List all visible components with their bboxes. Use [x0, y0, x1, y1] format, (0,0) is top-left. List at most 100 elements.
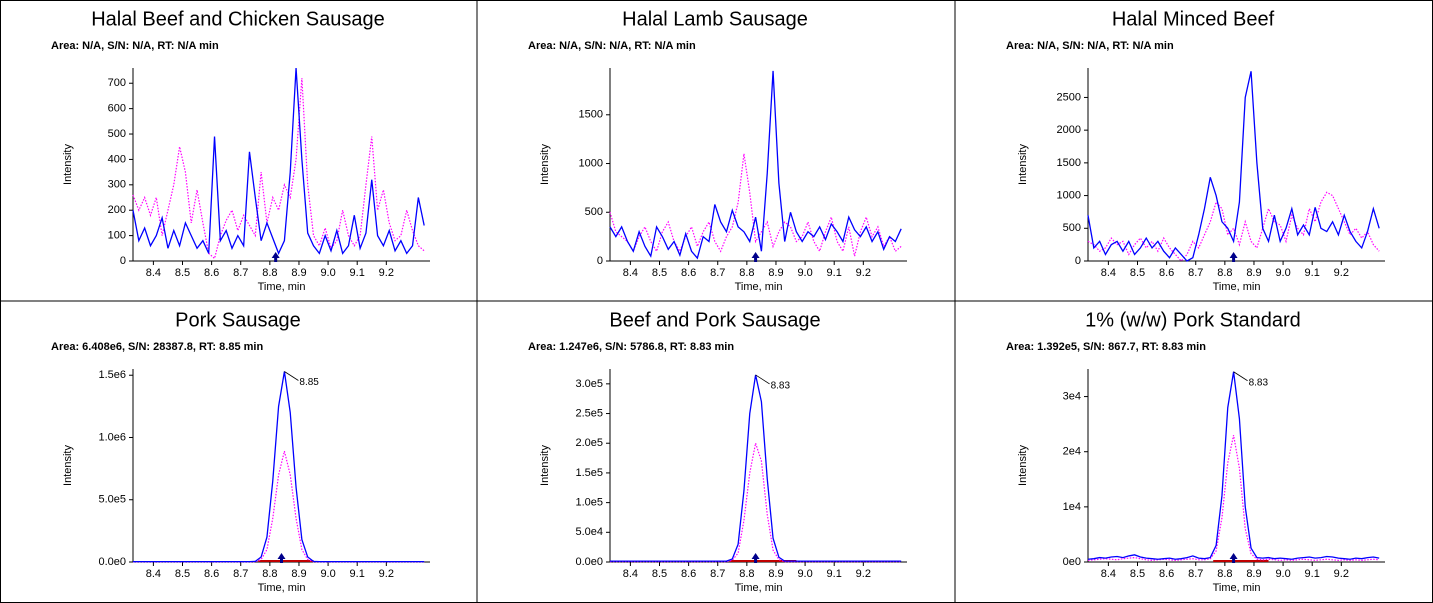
y-tick-label: 700	[108, 77, 126, 89]
x-tick-label: 8.4	[146, 568, 161, 580]
y-tick-label: 300	[108, 179, 126, 191]
x-tick-label: 8.7	[1188, 568, 1203, 580]
y-tick-label: 1e4	[1063, 501, 1081, 513]
series-line	[1087, 71, 1380, 262]
subtitle: Area: 6.408e6, S/N: 28387.8, RT: 8.85 mi…	[51, 341, 263, 353]
series-line	[132, 67, 425, 256]
y-tick-label: 3e4	[1063, 390, 1081, 402]
x-tick-label: 8.9	[291, 267, 306, 279]
y-tick-label: 0.0e0	[98, 556, 126, 568]
x-tick-label: 9.0	[320, 267, 335, 279]
y-tick-label: 2.5e5	[575, 407, 603, 419]
x-tick-label: 8.6	[204, 568, 219, 580]
x-tick-label: 8.8	[1217, 267, 1232, 279]
subtitle: Area: N/A, S/N: N/A, RT: N/A min	[51, 40, 219, 52]
x-tick-label: 8.4	[146, 267, 161, 279]
x-tick-label: 9.2	[379, 568, 394, 580]
x-tick-label: 8.6	[1159, 267, 1174, 279]
y-tick-label: 500	[1063, 222, 1081, 234]
y-tick-label: 1.5e5	[575, 467, 603, 479]
y-tick-label: 500	[585, 206, 603, 218]
x-tick-label: 8.6	[681, 267, 696, 279]
x-tick-label: 9.0	[1275, 267, 1290, 279]
x-tick-label: 8.7	[233, 568, 248, 580]
x-tick-label: 8.8	[262, 568, 277, 580]
x-axis-label: Time, min	[258, 582, 306, 594]
x-tick-label: 9.2	[1334, 568, 1349, 580]
x-tick-label: 8.5	[1130, 568, 1145, 580]
x-tick-label: 9.2	[856, 267, 871, 279]
x-tick-label: 8.7	[233, 267, 248, 279]
x-tick-label: 9.0	[797, 568, 812, 580]
subtitle: Area: 1.247e6, S/N: 5786.8, RT: 8.83 min	[528, 341, 734, 353]
annotation: 8.85	[299, 377, 319, 388]
annotation: 8.83	[771, 381, 791, 392]
y-axis-label: Intensity	[539, 445, 551, 486]
y-tick-label: 5.0e4	[575, 526, 603, 538]
x-tick-label: 8.8	[262, 267, 277, 279]
series-line	[1087, 191, 1380, 262]
x-axis-label: Time, min	[258, 281, 306, 293]
x-tick-label: 8.5	[175, 568, 190, 580]
x-tick-label: 9.2	[379, 267, 394, 279]
y-tick-label: 1.0e5	[575, 497, 603, 509]
subtitle: Area: N/A, S/N: N/A, RT: N/A min	[1006, 40, 1174, 52]
x-tick-label: 8.4	[1101, 568, 1116, 580]
x-tick-label: 9.0	[1275, 568, 1290, 580]
x-tick-label: 8.9	[1246, 267, 1261, 279]
series-line	[610, 440, 902, 563]
y-tick-label: 0	[597, 255, 603, 267]
x-tick-label: 8.4	[623, 267, 638, 279]
y-tick-label: 2.0e5	[575, 437, 603, 449]
series-line	[610, 374, 902, 562]
rt-marker	[277, 553, 286, 563]
y-tick-label: 100	[108, 230, 126, 242]
annotation: 8.83	[1249, 377, 1269, 388]
rt-marker	[751, 553, 760, 563]
subtitle: Area: 1.392e5, S/N: 867.7, RT: 8.83 min	[1006, 341, 1206, 353]
y-tick-label: 600	[108, 103, 126, 115]
x-tick-label: 8.8	[1217, 568, 1232, 580]
x-tick-label: 9.1	[1305, 568, 1320, 580]
y-tick-label: 1000	[579, 157, 603, 169]
x-tick-label: 9.1	[827, 568, 842, 580]
x-tick-label: 8.9	[1246, 568, 1261, 580]
x-tick-label: 8.9	[291, 568, 306, 580]
x-tick-label: 8.9	[768, 568, 783, 580]
y-axis-label: Intensity	[62, 144, 74, 185]
x-tick-label: 9.0	[797, 267, 812, 279]
x-axis-label: Time, min	[1213, 281, 1261, 293]
y-tick-label: 3.0e5	[575, 378, 603, 390]
series-line	[132, 78, 425, 260]
series-line	[609, 70, 902, 260]
y-axis-label: Intensity	[539, 144, 551, 185]
x-tick-label: 8.7	[1188, 267, 1203, 279]
annotation-leader	[284, 371, 299, 381]
x-tick-label: 9.1	[350, 267, 365, 279]
y-tick-label: 1500	[1057, 157, 1081, 169]
rt-marker	[1229, 252, 1238, 262]
x-tick-label: 8.6	[1159, 568, 1174, 580]
x-tick-label: 8.5	[175, 267, 190, 279]
x-tick-label: 8.8	[739, 568, 754, 580]
chart-title: Halal Beef and Chicken Sausage	[91, 8, 385, 30]
y-tick-label: 1.5e6	[98, 369, 126, 381]
y-tick-label: 0e0	[1063, 556, 1081, 568]
y-axis-label: Intensity	[1017, 144, 1029, 185]
series-line	[1087, 371, 1380, 560]
y-axis-label: Intensity	[1017, 445, 1029, 486]
y-tick-label: 0.0e0	[575, 556, 603, 568]
x-tick-label: 8.5	[652, 568, 667, 580]
series-line	[609, 153, 902, 257]
chart-title: Pork Sausage	[175, 309, 301, 331]
chart-title: Beef and Pork Sausage	[609, 309, 820, 331]
rt-marker	[271, 252, 280, 262]
rt-marker	[1229, 553, 1238, 563]
y-tick-label: 0	[120, 255, 126, 267]
y-tick-label: 1500	[579, 109, 603, 121]
chart-title: Halal Minced Beef	[1112, 8, 1275, 30]
rt-marker	[751, 252, 760, 262]
x-tick-label: 9.2	[856, 568, 871, 580]
chart-title: Halal Lamb Sausage	[622, 8, 808, 30]
x-tick-label: 8.4	[1101, 267, 1116, 279]
